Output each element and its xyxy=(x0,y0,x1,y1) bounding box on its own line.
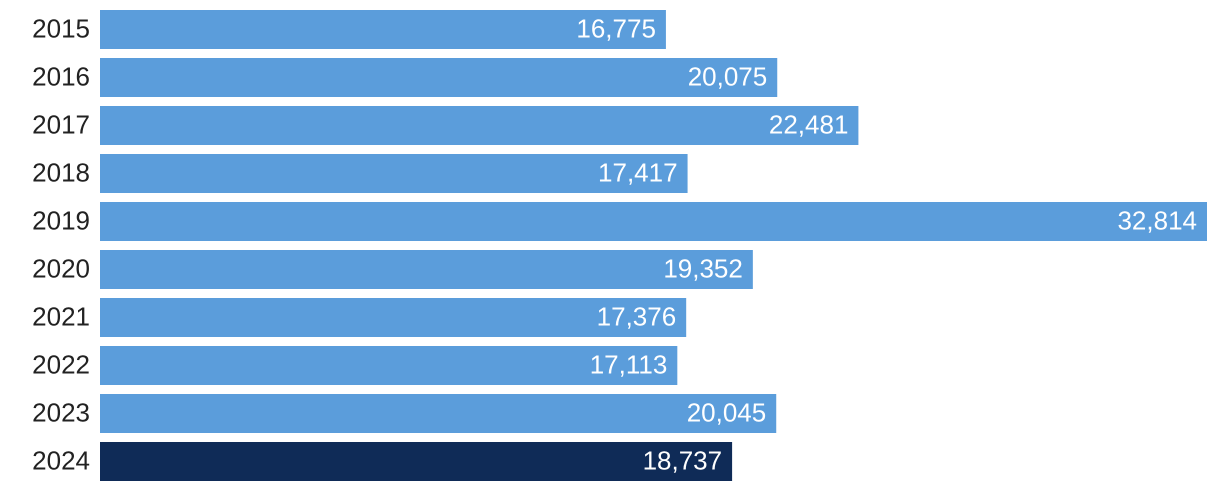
value-label: 22,481 xyxy=(769,109,849,139)
bar xyxy=(100,154,688,193)
y-tick-label: 2019 xyxy=(32,205,90,235)
value-label: 20,045 xyxy=(687,397,767,427)
value-label: 17,376 xyxy=(597,301,677,331)
value-label: 32,814 xyxy=(1117,205,1197,235)
bar xyxy=(100,442,733,481)
value-label: 17,113 xyxy=(590,349,668,379)
y-tick-label: 2022 xyxy=(32,349,90,379)
value-label: 19,352 xyxy=(663,253,743,283)
bar xyxy=(100,106,859,145)
bar xyxy=(100,58,778,97)
y-tick-label: 2023 xyxy=(32,397,90,427)
bar xyxy=(100,346,678,385)
y-tick-label: 2024 xyxy=(32,445,90,475)
value-label: 18,737 xyxy=(643,445,723,475)
y-tick-label: 2016 xyxy=(32,61,90,91)
y-tick-label: 2017 xyxy=(32,109,90,139)
bar xyxy=(100,394,777,433)
value-label: 17,417 xyxy=(598,157,678,187)
y-tick-label: 2021 xyxy=(32,301,90,331)
bar xyxy=(100,10,666,49)
y-tick-label: 2020 xyxy=(32,253,90,283)
y-tick-label: 2018 xyxy=(32,157,90,187)
bar xyxy=(100,298,687,337)
value-label: 20,075 xyxy=(688,61,768,91)
bar xyxy=(100,202,1207,241)
bar xyxy=(100,250,753,289)
value-label: 16,775 xyxy=(576,13,656,43)
y-tick-label: 2015 xyxy=(32,13,90,43)
